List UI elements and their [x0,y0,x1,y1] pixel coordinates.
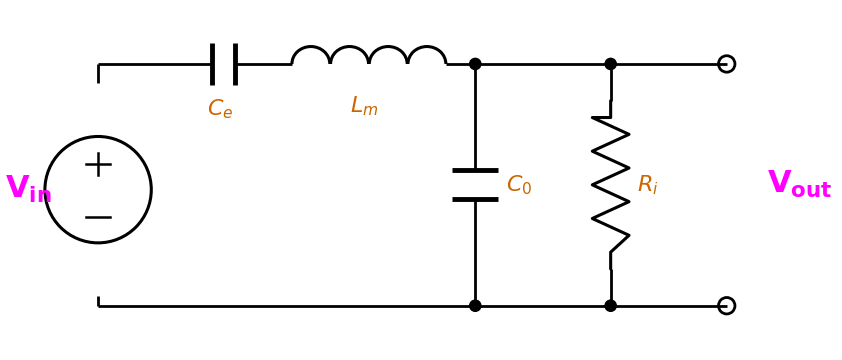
Circle shape [605,300,616,311]
Circle shape [470,58,481,69]
Text: $R_i$: $R_i$ [637,173,658,197]
Text: $C_0$: $C_0$ [506,173,532,197]
Text: $L_m$: $L_m$ [349,95,378,118]
Circle shape [470,300,481,311]
Text: $\mathbf{V}_{\mathbf{in}}$: $\mathbf{V}_{\mathbf{in}}$ [5,174,52,205]
Circle shape [605,58,616,69]
Text: $\mathbf{V}_{\mathbf{out}}$: $\mathbf{V}_{\mathbf{out}}$ [767,169,833,201]
Text: $C_e$: $C_e$ [207,98,233,121]
